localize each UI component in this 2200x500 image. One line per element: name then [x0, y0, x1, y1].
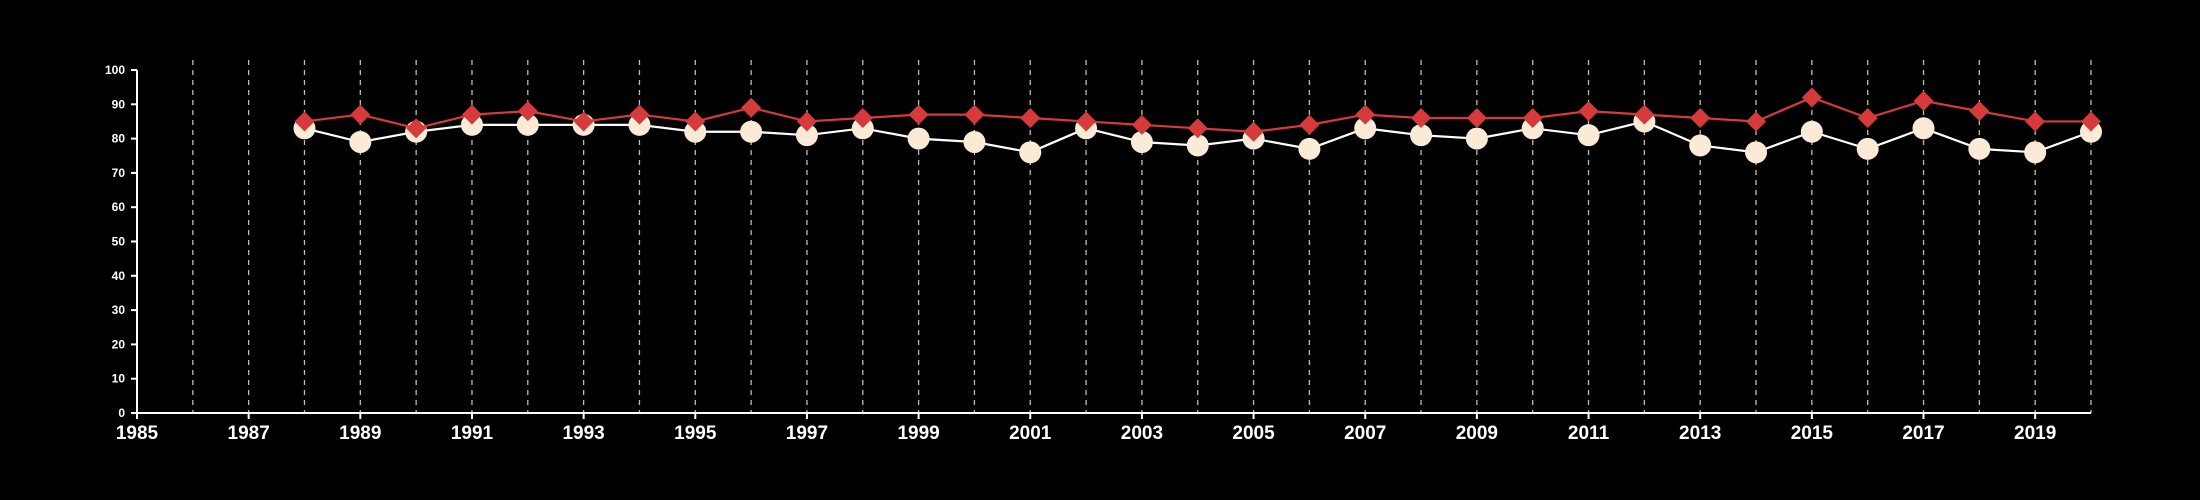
x-tick-label: 1989	[339, 423, 381, 444]
point-diamond	[1076, 111, 1097, 132]
y-tick-label: 90	[112, 97, 126, 111]
x-tick-label: 2011	[1568, 423, 1610, 444]
point-diamond	[294, 111, 315, 132]
point-diamond	[796, 111, 817, 132]
gridlines	[192, 60, 2092, 413]
x-tick-label: 2013	[1679, 423, 1721, 444]
point-diamond	[1466, 108, 1487, 129]
point-circle	[1689, 134, 1712, 157]
point-circle	[2080, 120, 2102, 143]
point-diamond	[852, 108, 873, 129]
y-tick-label: 50	[112, 235, 126, 249]
point-diamond	[1857, 108, 1878, 129]
point-circle	[851, 117, 874, 140]
point-diamond	[741, 97, 762, 118]
point-diamond	[1522, 108, 1543, 129]
point-circle	[1912, 117, 1935, 140]
point-circle	[1800, 120, 1823, 143]
point-circle	[963, 131, 986, 154]
x-tick-label: 1995	[674, 423, 717, 444]
y-tick-label: 60	[112, 200, 126, 214]
y-tick-label: 80	[112, 132, 126, 146]
point-diamond	[573, 111, 594, 132]
point-circle	[628, 113, 651, 136]
x-tick-label: 1997	[786, 423, 828, 444]
point-circle	[1465, 127, 1488, 150]
point-circle	[1968, 137, 1991, 160]
point-diamond	[1131, 114, 1152, 135]
point-diamond	[1187, 118, 1208, 139]
point-diamond	[1690, 108, 1711, 129]
point-circle	[1856, 137, 1879, 160]
x-tick-label: 1985	[116, 423, 159, 444]
point-diamond	[1411, 108, 1432, 129]
point-circle	[349, 131, 372, 154]
y-tick-label: 20	[112, 337, 126, 351]
x-tick-label: 2017	[1902, 423, 1944, 444]
point-circle	[1745, 141, 1768, 164]
x-tick-label: 2007	[1344, 423, 1386, 444]
point-circle	[1298, 137, 1321, 160]
point-diamond	[685, 111, 706, 132]
y-tick-label: 40	[112, 269, 126, 283]
point-diamond	[1913, 90, 1934, 111]
series-group	[293, 87, 2102, 164]
x-tick-label: 2001	[1009, 423, 1052, 444]
point-diamond	[1578, 101, 1599, 122]
point-diamond	[1746, 111, 1767, 132]
point-circle	[684, 120, 707, 143]
point-circle	[1577, 124, 1600, 147]
x-tick-label: 1987	[228, 423, 270, 444]
point-diamond	[629, 104, 650, 125]
point-diamond	[406, 118, 427, 139]
point-diamond	[2025, 111, 2046, 132]
point-circle	[795, 124, 818, 147]
point-diamond	[2081, 111, 2101, 132]
x-tick-label: 2015	[1791, 423, 1834, 444]
point-diamond	[461, 104, 482, 125]
point-circle	[2024, 141, 2047, 164]
point-diamond	[964, 104, 985, 125]
point-circle	[740, 120, 763, 143]
point-circle	[907, 127, 930, 150]
x-tick-label: 1991	[451, 423, 494, 444]
point-circle	[1186, 134, 1209, 157]
point-diamond	[1969, 101, 1990, 122]
point-diamond	[350, 104, 371, 125]
point-circle	[1130, 131, 1153, 154]
y-tick-label: 30	[112, 303, 126, 317]
point-circle	[516, 113, 539, 136]
point-diamond	[1355, 104, 1376, 125]
point-diamond	[517, 101, 538, 122]
point-diamond	[1801, 87, 1822, 108]
point-diamond	[908, 104, 929, 125]
x-tick-label: 2005	[1232, 423, 1275, 444]
x-tick-label: 2003	[1121, 423, 1163, 444]
point-circle	[1019, 141, 1042, 164]
y-tick-label: 100	[105, 63, 125, 77]
x-tick-label: 2009	[1456, 423, 1498, 444]
x-tick-label: 1999	[897, 423, 939, 444]
axes: 0 10 20 30 40 50 60 70 80 90 100 1985 1987 1989 1991 19…	[105, 63, 2091, 444]
point-diamond	[1299, 114, 1320, 135]
y-tick-label: 0	[118, 406, 125, 420]
point-circle	[1354, 117, 1377, 140]
point-diamond	[1634, 104, 1655, 125]
point-circle	[460, 113, 483, 136]
point-circle	[1410, 124, 1433, 147]
y-tick-label: 10	[112, 372, 126, 386]
x-tick-label: 2019	[2014, 423, 2056, 444]
point-diamond	[1243, 121, 1264, 142]
point-diamond	[1020, 108, 1041, 129]
x-tick-label: 1993	[562, 423, 604, 444]
y-tick-label: 70	[112, 166, 126, 180]
point-circle	[1521, 117, 1544, 140]
